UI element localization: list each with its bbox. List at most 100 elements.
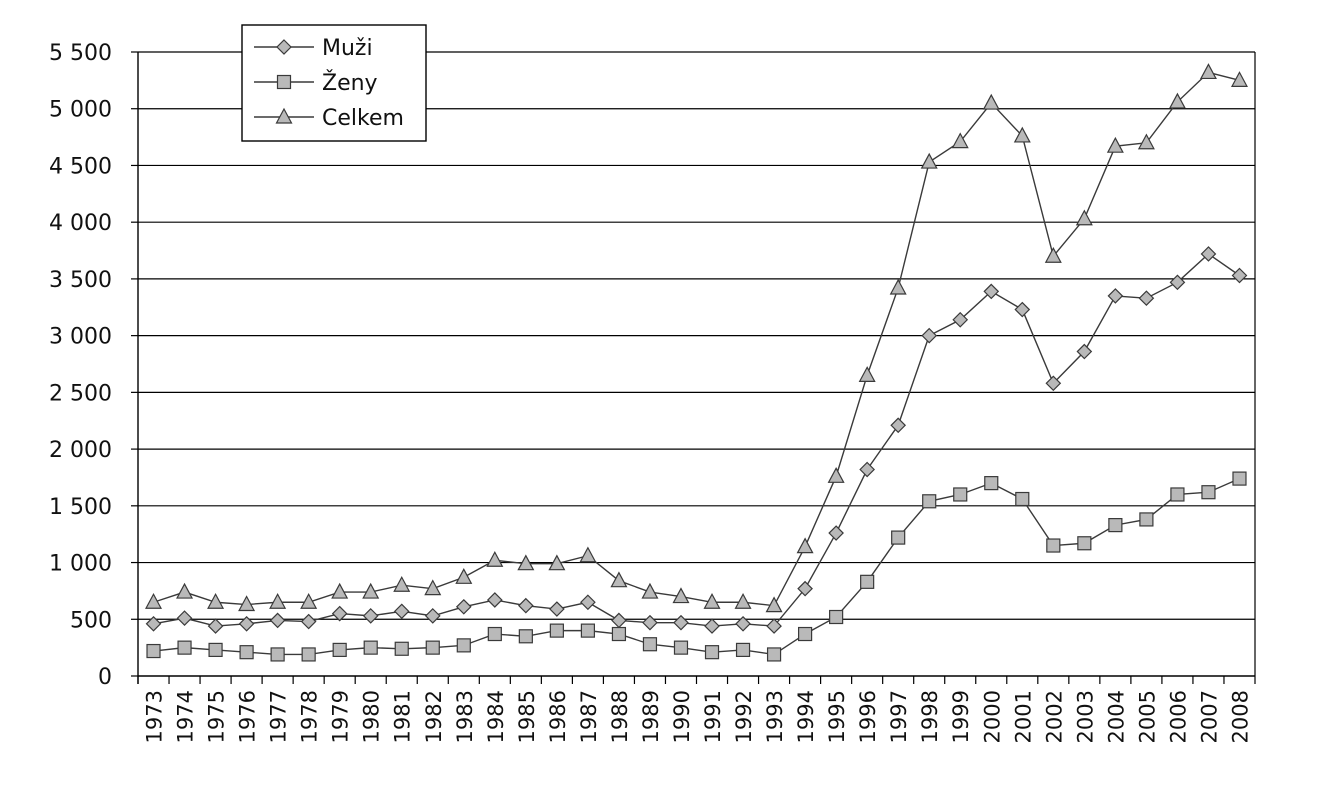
- x-tick-label: 1985: [515, 690, 539, 743]
- data-point-zeny: [953, 487, 968, 502]
- series-muzi: [145, 246, 1248, 634]
- series-celkem: [145, 63, 1248, 613]
- data-point-muzi: [1076, 343, 1093, 360]
- y-tick-label: 1 000: [49, 552, 112, 577]
- data-point-muzi: [362, 608, 379, 624]
- data-point-zeny: [766, 647, 782, 662]
- data-point-celkem: [982, 93, 1000, 110]
- x-tick-label: 2007: [1197, 690, 1221, 743]
- data-point-zeny: [611, 626, 627, 642]
- data-point-zeny: [1201, 485, 1216, 500]
- data-point-celkem: [703, 592, 721, 609]
- legend-marker-celkem: [275, 107, 293, 124]
- data-point-zeny: [549, 623, 564, 638]
- data-point-zeny: [1077, 536, 1092, 551]
- x-tick-label: 1988: [608, 690, 632, 743]
- legend-marker-muzi: [276, 39, 292, 55]
- legend-label-zeny: Ženy: [322, 70, 378, 96]
- x-tick-label: 1982: [422, 690, 446, 743]
- data-point-zeny: [860, 574, 875, 589]
- data-point-celkem: [796, 537, 814, 554]
- data-point-celkem: [238, 595, 256, 612]
- data-point-celkem: [858, 366, 876, 382]
- x-tick-label: 2008: [1228, 690, 1252, 743]
- data-point-zeny: [518, 629, 533, 644]
- data-point-zeny: [146, 643, 161, 659]
- data-point-muzi: [859, 461, 876, 478]
- series-line-celkem: [153, 71, 1240, 607]
- data-point-muzi: [331, 605, 348, 622]
- data-point-zeny: [984, 476, 999, 491]
- legend-marker-zeny: [276, 74, 292, 90]
- x-tick-label: 1997: [887, 690, 911, 743]
- data-point-celkem: [424, 579, 442, 596]
- data-point-celkem: [331, 582, 349, 599]
- data-point-zeny: [425, 640, 440, 655]
- y-tick-label: 2 500: [49, 381, 112, 406]
- data-point-celkem: [1106, 136, 1124, 153]
- legend-box: [241, 24, 427, 142]
- y-tick-label: 500: [70, 608, 112, 633]
- x-tick-label: 1999: [949, 690, 973, 743]
- data-point-muzi: [1169, 274, 1186, 291]
- data-point-celkem: [920, 152, 938, 169]
- data-point-zeny: [301, 647, 316, 662]
- data-point-muzi: [952, 311, 969, 328]
- data-point-celkem: [455, 568, 473, 584]
- data-point-muzi: [269, 612, 286, 629]
- data-point-celkem: [672, 587, 690, 604]
- data-point-muzi: [890, 417, 907, 434]
- data-point-celkem: [300, 592, 318, 609]
- x-tick-label: 2000: [980, 690, 1004, 743]
- x-tick-label: 1991: [701, 690, 725, 743]
- data-point-muzi: [1045, 375, 1062, 392]
- data-point-zeny: [891, 530, 906, 545]
- x-tick-label: 1996: [856, 690, 880, 743]
- data-point-celkem: [951, 132, 969, 149]
- x-tick-label: 1992: [732, 690, 756, 743]
- data-point-zeny: [1046, 538, 1061, 553]
- y-tick-label: 3 500: [49, 268, 112, 293]
- data-point-celkem: [610, 571, 628, 588]
- data-point-celkem: [486, 551, 504, 567]
- data-point-zeny: [1015, 491, 1030, 507]
- data-point-celkem: [1230, 71, 1248, 87]
- data-point-celkem: [517, 554, 535, 571]
- data-point-celkem: [1075, 209, 1093, 226]
- data-point-zeny: [1108, 518, 1123, 533]
- data-point-muzi: [455, 598, 472, 615]
- x-tick-label: 1990: [670, 690, 694, 743]
- x-tick-label: 1976: [236, 690, 260, 743]
- y-tick-label: 4 500: [49, 154, 112, 179]
- data-point-celkem: [1137, 133, 1155, 150]
- series-line-muzi: [153, 253, 1240, 627]
- y-tick-label: 5 000: [49, 98, 112, 123]
- data-point-muzi: [735, 615, 751, 632]
- x-tick-label: 1994: [794, 690, 818, 743]
- data-point-muzi: [207, 618, 224, 634]
- series-line-zeny: [153, 477, 1240, 656]
- y-tick-label: 3 000: [49, 325, 112, 350]
- data-point-zeny: [487, 626, 502, 642]
- x-tick-label: 2004: [1104, 690, 1128, 743]
- data-point-celkem: [1044, 246, 1062, 263]
- x-tick-label: 2005: [1135, 690, 1159, 743]
- data-point-zeny: [1170, 487, 1185, 502]
- data-point-zeny: [394, 641, 409, 656]
- data-point-zeny: [829, 609, 844, 625]
- legend-label-muzi: Muži: [322, 36, 373, 61]
- data-point-muzi: [983, 283, 1000, 300]
- data-point-muzi: [580, 594, 596, 611]
- data-point-muzi: [176, 610, 193, 626]
- data-point-muzi: [238, 615, 255, 632]
- data-point-muzi: [642, 614, 658, 631]
- data-point-celkem: [207, 592, 225, 609]
- legend: Muži Ženy Celkem: [241, 24, 427, 142]
- x-tick-label: 1986: [546, 690, 570, 743]
- data-point-celkem: [269, 592, 287, 609]
- data-point-zeny: [208, 642, 223, 658]
- data-point-celkem: [176, 582, 194, 599]
- data-point-celkem: [145, 592, 163, 609]
- data-point-muzi: [673, 614, 689, 631]
